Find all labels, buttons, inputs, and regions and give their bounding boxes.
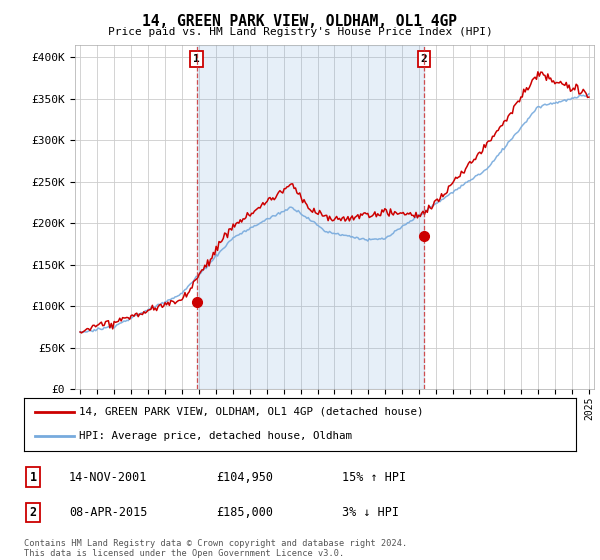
Bar <box>197 45 424 389</box>
Text: 14, GREEN PARK VIEW, OLDHAM, OL1 4GP (detached house): 14, GREEN PARK VIEW, OLDHAM, OL1 4GP (de… <box>79 407 424 417</box>
Text: Contains HM Land Registry data © Crown copyright and database right 2024.
This d: Contains HM Land Registry data © Crown c… <box>24 539 407 558</box>
Text: 2: 2 <box>421 54 427 64</box>
Text: 14-NOV-2001: 14-NOV-2001 <box>69 470 148 484</box>
Text: 08-APR-2015: 08-APR-2015 <box>69 506 148 519</box>
Text: 1: 1 <box>29 470 37 484</box>
Text: HPI: Average price, detached house, Oldham: HPI: Average price, detached house, Oldh… <box>79 431 352 441</box>
Text: £104,950: £104,950 <box>216 470 273 484</box>
Text: 3% ↓ HPI: 3% ↓ HPI <box>342 506 399 519</box>
Text: 15% ↑ HPI: 15% ↑ HPI <box>342 470 406 484</box>
Text: 14, GREEN PARK VIEW, OLDHAM, OL1 4GP: 14, GREEN PARK VIEW, OLDHAM, OL1 4GP <box>143 14 458 29</box>
Text: 2: 2 <box>29 506 37 519</box>
Text: Price paid vs. HM Land Registry's House Price Index (HPI): Price paid vs. HM Land Registry's House … <box>107 27 493 37</box>
Text: £185,000: £185,000 <box>216 506 273 519</box>
Text: 1: 1 <box>193 54 200 64</box>
